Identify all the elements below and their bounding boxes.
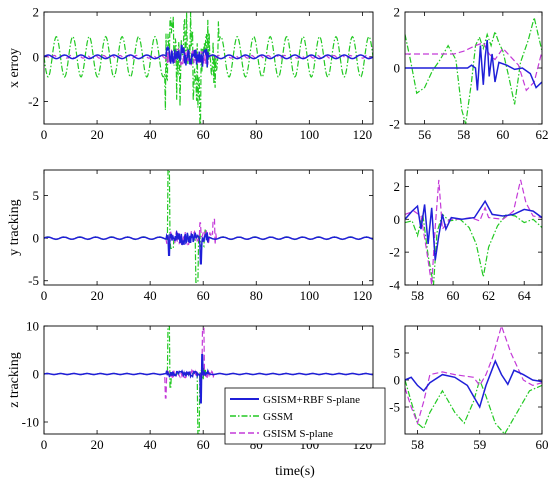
x-main-xtick-label: 0 — [41, 127, 48, 142]
x-main-panel: 0 20 40 60 80 100 120 -2 0 2 x erroy — [7, 5, 374, 142]
z-zoom-panel: 58 59 60 -5 0 5 — [389, 325, 549, 452]
y-zoom-xtick-label: 58 — [411, 288, 424, 303]
x-zoom-xtick-label: 60 — [496, 127, 509, 142]
x-main-xtick-label: 120 — [353, 127, 373, 142]
y-main-ylabel: y tracking — [7, 199, 22, 255]
x-main-ytick-label: 0 — [33, 49, 40, 64]
z-zoom-ytick-label: -5 — [389, 400, 400, 415]
x-main-xtick-label: 20 — [91, 127, 104, 142]
y-main-xtick-label: 0 — [41, 288, 48, 303]
y-main-series-gssm — [44, 170, 373, 283]
z-main-xtick-label: 40 — [144, 437, 157, 452]
z-main-xtick-label: 0 — [41, 437, 48, 452]
z-main-ytick-label: 10 — [26, 319, 39, 334]
y-zoom-xtick-label: 64 — [518, 288, 532, 303]
x-main-series-gsism-rbf-s-plane — [44, 44, 373, 68]
z-zoom-xtick-label: 59 — [473, 437, 486, 452]
z-zoom-ytick-label: 0 — [394, 373, 401, 388]
x-main-ytick-label: -2 — [28, 94, 39, 109]
x-axis-label: time(s) — [275, 464, 315, 479]
x-zoom-series-gsism-s-plane — [405, 42, 542, 92]
legend: GSISM+RBF S-plane GSSM GSISM S-plane — [224, 387, 386, 445]
y-main-ytick-label: -5 — [28, 273, 39, 288]
x-main-xtick-label: 80 — [250, 127, 263, 142]
y-zoom-xtick-label: 60 — [447, 288, 460, 303]
legend-entry-label: GSSM — [263, 411, 293, 423]
z-zoom-xtick-label: 58 — [411, 437, 424, 452]
y-zoom-series-gsism-rbf-s-plane — [405, 199, 542, 261]
y-zoom-ytick-label: 2 — [394, 179, 401, 194]
x-zoom-panel: 56 58 60 62 -2 0 2 — [389, 5, 548, 143]
legend-entry-label: GSISM+RBF S-plane — [263, 394, 360, 406]
y-zoom-series-gssm — [405, 213, 542, 285]
x-zoom-series-gssm — [405, 17, 542, 124]
z-main-ylabel: z tracking — [7, 352, 22, 408]
z-zoom-series-gssm — [405, 378, 542, 434]
y-main-xtick-label: 20 — [91, 288, 104, 303]
axes-frame — [43, 169, 374, 286]
z-main-series-gsism-s-plane — [44, 327, 373, 399]
x-main-xtick-label: 60 — [197, 127, 210, 142]
x-zoom-ytick-label: 2 — [394, 5, 401, 20]
axes-frame — [404, 325, 543, 435]
y-zoom-plot-area — [405, 179, 542, 285]
axes-frame — [404, 169, 543, 286]
y-main-xtick-label: 100 — [300, 288, 320, 303]
y-main-ytick-label: 0 — [33, 231, 40, 246]
z-zoom-ytick-label: 5 — [394, 346, 401, 361]
y-zoom-panel: 58 60 62 64 -4 -2 0 2 — [389, 169, 543, 303]
z-zoom-xtick-label: 60 — [536, 437, 549, 452]
x-zoom-xtick-label: 58 — [457, 127, 470, 142]
x-main-xtick-label: 40 — [144, 127, 157, 142]
z-main-xtick-label: 20 — [91, 437, 104, 452]
axes-frame — [43, 11, 374, 125]
y-zoom-ytick-label: -4 — [389, 278, 400, 293]
z-main-series-gsism-rbf-s-plane — [44, 354, 373, 404]
y-main-ytick-label: 5 — [33, 188, 40, 203]
y-zoom-ytick-label: 0 — [394, 212, 401, 227]
z-main-plot-area — [44, 326, 373, 434]
x-zoom-ytick-label: -2 — [389, 117, 400, 132]
x-zoom-series-gsism-rbf-s-plane — [405, 39, 542, 91]
x-main-plot-area — [44, 12, 373, 124]
z-zoom-series-gsism-rbf-s-plane — [405, 359, 542, 409]
y-zoom-xtick-label: 62 — [482, 288, 495, 303]
x-main-ylabel: x erroy — [7, 48, 22, 88]
y-main-xtick-label: 40 — [144, 288, 157, 303]
x-zoom-xtick-label: 56 — [418, 127, 432, 142]
legend-entry-label: GSISM S-plane — [263, 428, 333, 440]
z-main-ytick-label: 0 — [33, 367, 40, 382]
z-zoom-plot-area — [405, 326, 542, 434]
z-zoom-series-gsism-s-plane — [405, 326, 542, 426]
axes-frame — [404, 11, 543, 125]
y-main-xtick-label: 120 — [353, 288, 373, 303]
x-zoom-xtick-label: 62 — [536, 127, 549, 142]
x-main-series-gssm — [44, 12, 373, 124]
x-zoom-ytick-label: 0 — [394, 61, 401, 76]
y-zoom-ytick-label: -2 — [389, 245, 400, 260]
y-main-xtick-label: 60 — [197, 288, 210, 303]
x-zoom-plot-area — [405, 17, 542, 124]
z-main-xtick-label: 60 — [197, 437, 210, 452]
x-main-xtick-label: 100 — [300, 127, 320, 142]
y-main-series-gsism-rbf-s-plane — [44, 229, 373, 265]
x-main-ytick-label: 2 — [33, 5, 40, 20]
axes-frame — [43, 325, 374, 435]
z-main-ytick-label: -10 — [22, 415, 39, 430]
y-main-xtick-label: 80 — [250, 288, 263, 303]
y-main-plot-area — [44, 170, 373, 283]
